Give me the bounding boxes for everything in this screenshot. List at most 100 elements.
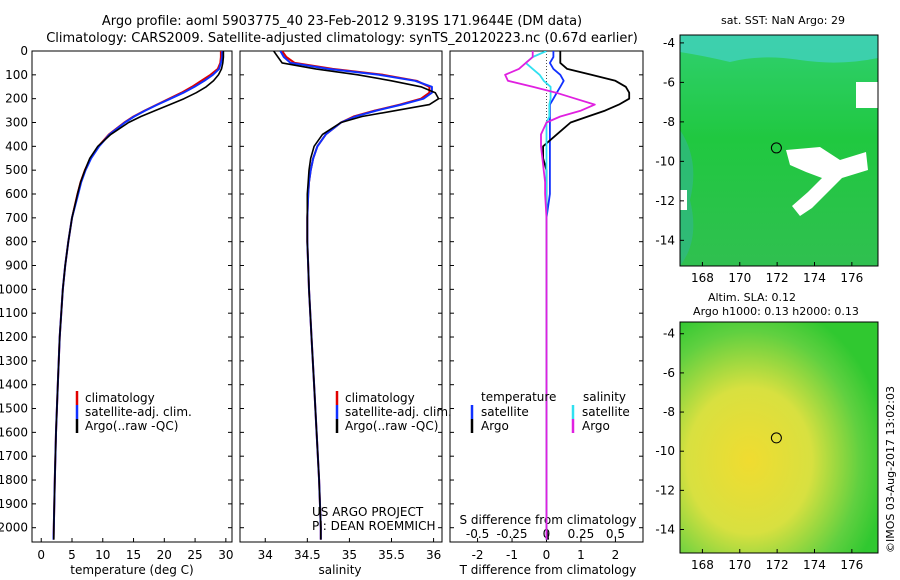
lat-tick-label: -12 [655,194,675,208]
sst-missing-data [856,82,878,108]
depth-tick-label: 2000 [0,521,28,535]
depth-tick-label: 600 [5,187,28,201]
temperature-axis-label: temperature (deg C) [70,563,193,577]
lon-tick-label: 170 [728,558,751,572]
depth-tick-label: 200 [5,92,28,106]
project-note: US ARGO PROJECT [312,505,424,519]
lat-tick-label: -10 [655,154,675,168]
sst-map-frame [679,34,879,267]
header-line2: Climatology: CARS2009. Satellite-adjuste… [46,31,638,46]
x-tick-label: 1 [577,548,585,562]
legend-label-climatology: climatology [345,391,415,405]
depth-tick-label: 800 [5,235,28,249]
lon-tick-label: 174 [803,271,826,285]
s-difference-axis-label: S difference from climatology [460,513,637,527]
series-line-argo-raw-qc- [273,51,440,540]
t-difference-axis-label: T difference from climatology [459,563,637,577]
legend-title-temperature: temperature [481,390,556,404]
depth-axis: 0 100 200 300 400 500 600 700 800 900 1000 1100 1200… [0,44,643,535]
sst-axes: -4 -6 -8 -10 -12 -14 168 170 172 174 176 [655,36,863,285]
depth-tick-label: 1200 [0,330,28,344]
legend-label-t-satellite: satellite [481,405,529,419]
diff-line-temperature-argo [542,51,631,540]
depth-tick-label: 1800 [0,473,28,487]
lat-tick-label: -6 [663,366,675,380]
diff-line-temperature-satellite [545,51,565,540]
lat-tick-label: -4 [663,36,675,50]
lon-tick-label: 174 [803,558,826,572]
sla-axes: -4 -6 -8 -10 -12 -14 168 170 172 174 176 [655,327,863,572]
series-line-climatology [52,51,222,540]
depth-tick-label: 100 [5,68,28,82]
x-tick-label: 20 [157,548,172,562]
float-location-marker [770,432,782,444]
sla-field [680,322,878,553]
lat-tick-label: -12 [655,483,675,497]
difference-series [504,51,631,540]
salinity-panel-frame [239,50,443,543]
legend-label-climatology: climatology [85,391,155,405]
depth-tick-label: 1700 [0,449,28,463]
sla-map-frame [679,321,879,554]
x-tick-label: -1 [506,548,518,562]
sst-missing-data [786,147,868,216]
depth-tick-label: 1600 [0,425,28,439]
series-line-climatology [281,51,431,540]
s-tick-label: -0.25 [497,527,528,541]
depth-tick-label: 0 [20,44,28,58]
series-line-satellite-adj-clim- [52,51,224,540]
lon-tick-label: 168 [691,271,714,285]
x-tick-label: 0 [543,548,551,562]
depth-tick-label: 500 [5,163,28,177]
lat-tick-label: -6 [663,75,675,89]
legend-label-t-argo: Argo [481,419,509,433]
s-tick-label: -0.5 [466,527,489,541]
depth-tick-label: 1400 [0,378,28,392]
depth-tick-label: 300 [5,116,28,130]
lon-tick-label: 170 [728,271,751,285]
temperature-panel-frame [31,50,233,543]
lon-tick-label: 176 [840,271,863,285]
lon-tick-label: 168 [691,558,714,572]
temperature-x-axis: 0 5 10 15 20 25 30 [37,538,233,562]
difference-x-axes: -2 -1 0 1 2-0.5 -0.25 0 0.25 0.5 [466,51,625,562]
lat-tick-label: -8 [663,405,675,419]
salinity-legend: climatology satellite-adj. clim. Argo(..… [335,391,452,433]
x-tick-label: 5 [68,548,76,562]
legend-title-salinity: salinity [583,390,626,404]
legend-label-s-argo: Argo [582,419,610,433]
x-tick-label: 15 [126,548,141,562]
salinity-axis-label: salinity [318,563,361,577]
legend-label-argo: Argo(..raw -QC) [85,419,178,433]
sst-missing-data [680,190,687,210]
temperature-series [52,51,225,540]
s-tick-label: 0.5 [606,527,625,541]
legend-label-satellite: satellite-adj. clim. [85,405,192,419]
pi-note: PI: DEAN ROEMMICH [312,519,435,533]
depth-tick-label: 400 [5,139,28,153]
depth-tick-label: 1500 [0,402,28,416]
depth-tick-label: 900 [5,259,28,273]
difference-legend: temperature salinity satellite Argo sate… [470,390,630,433]
lon-tick-label: 172 [766,558,789,572]
series-line-argo-raw-qc- [52,51,225,540]
depth-tick-label: 1300 [0,354,28,368]
series-line-satellite-adj-clim- [279,51,433,540]
lat-tick-label: -10 [655,444,675,458]
x-tick-label: 30 [218,548,233,562]
x-tick-label: 35 [342,548,357,562]
float-location-marker [770,142,782,154]
temperature-legend: climatology satellite-adj. clim. Argo(..… [75,391,192,433]
x-tick-label: 10 [95,548,110,562]
salinity-series [273,51,440,540]
x-tick-label: 35.5 [378,548,405,562]
header-line1: Argo profile: aoml 5903775_40 23-Feb-201… [102,14,582,29]
depth-tick-label: 1900 [0,497,28,511]
legend-label-satellite: satellite-adj. clim. [345,405,452,419]
sst-field [680,35,878,266]
x-tick-label: 34 [258,548,273,562]
sst-cool-band [680,35,878,63]
depth-tick-label: 700 [5,211,28,225]
depth-tick-label: 1100 [0,306,28,320]
